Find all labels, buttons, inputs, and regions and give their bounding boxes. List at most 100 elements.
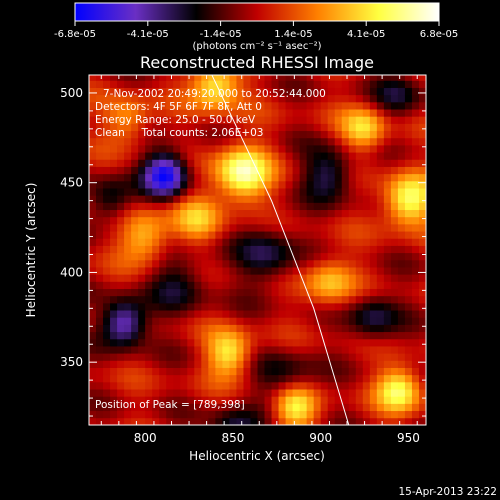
heatmap-cell bbox=[292, 389, 301, 397]
heatmap-cell bbox=[236, 259, 244, 268]
heatmap-cell bbox=[271, 166, 279, 175]
heatmap-cell bbox=[222, 145, 230, 153]
heatmap-cell bbox=[166, 231, 174, 239]
heatmap-cell bbox=[159, 223, 167, 232]
heatmap-cell bbox=[89, 152, 97, 160]
heatmap-cell bbox=[180, 288, 188, 297]
heatmap-cell bbox=[173, 94, 181, 103]
heatmap-cell bbox=[334, 202, 343, 211]
heatmap-cell bbox=[166, 75, 174, 81]
heatmap-cell bbox=[299, 245, 308, 254]
heatmap-cell bbox=[194, 195, 202, 203]
heatmap-cell bbox=[222, 317, 230, 325]
heatmap-cell bbox=[96, 317, 104, 325]
heatmap-cell bbox=[117, 353, 125, 361]
heatmap-cell bbox=[306, 123, 315, 132]
heatmap-cell bbox=[201, 410, 209, 419]
heatmap-cell bbox=[383, 274, 392, 282]
heatmap-cell bbox=[117, 396, 125, 404]
heatmap-cell bbox=[96, 101, 104, 110]
heatmap-cell bbox=[236, 152, 244, 160]
heatmap-cell bbox=[173, 245, 181, 254]
heatmap-cell bbox=[264, 302, 272, 311]
heatmap-cell bbox=[390, 130, 399, 139]
heatmap-cell bbox=[138, 87, 146, 96]
heatmap-cell bbox=[299, 101, 308, 110]
heatmap-cell bbox=[362, 245, 371, 254]
heatmap-cell bbox=[194, 324, 202, 333]
heatmap-cell bbox=[145, 381, 153, 390]
heatmap-cell bbox=[334, 116, 343, 124]
heatmap-cell bbox=[355, 238, 364, 246]
heatmap-cell bbox=[397, 389, 406, 397]
heatmap-cell bbox=[96, 94, 104, 103]
heatmap-cell bbox=[418, 281, 426, 289]
heatmap-cell bbox=[152, 410, 160, 419]
heatmap-cell bbox=[299, 331, 308, 340]
heatmap-cell bbox=[250, 252, 258, 261]
heatmap-cell bbox=[418, 145, 426, 153]
heatmap-cell bbox=[187, 75, 195, 81]
heatmap-cell bbox=[152, 152, 160, 160]
heatmap-cell bbox=[152, 173, 160, 182]
heatmap-cell bbox=[110, 374, 118, 383]
heatmap-cell bbox=[390, 238, 399, 246]
heatmap-cell bbox=[355, 152, 364, 160]
heatmap-cell bbox=[383, 137, 392, 146]
heatmap-cell bbox=[89, 346, 97, 354]
heatmap-cell bbox=[138, 317, 146, 325]
heatmap-cell bbox=[376, 245, 385, 254]
heatmap-cell bbox=[201, 195, 209, 203]
heatmap-cell bbox=[313, 75, 322, 81]
heatmap-cell bbox=[320, 195, 329, 203]
heatmap-cell bbox=[397, 101, 406, 110]
y-tick-label: 450 bbox=[60, 176, 83, 190]
heatmap-cell bbox=[369, 159, 378, 167]
heatmap-cell bbox=[390, 87, 399, 96]
heatmap-cell bbox=[131, 281, 139, 289]
heatmap-cell bbox=[292, 202, 301, 211]
heatmap-cell bbox=[236, 109, 244, 117]
heatmap-cell bbox=[285, 166, 293, 175]
heatmap-cell bbox=[334, 310, 343, 318]
heatmap-cell bbox=[278, 75, 286, 81]
heatmap-cell bbox=[264, 209, 272, 218]
heatmap-cell bbox=[306, 346, 315, 354]
heatmap-cell bbox=[124, 288, 132, 297]
heatmap-cell bbox=[229, 245, 237, 254]
heatmap-cell bbox=[215, 346, 223, 354]
heatmap-cell bbox=[376, 410, 385, 419]
heatmap-cell bbox=[418, 288, 426, 297]
heatmap-cell bbox=[397, 353, 406, 361]
heatmap-cell bbox=[159, 302, 167, 311]
heatmap-cell bbox=[110, 381, 118, 390]
heatmap-cell bbox=[320, 267, 329, 275]
heatmap-cell bbox=[208, 295, 216, 304]
heatmap-cell bbox=[229, 338, 237, 347]
heatmap-cell bbox=[96, 202, 104, 211]
heatmap-cell bbox=[404, 109, 413, 117]
heatmap-cell bbox=[145, 295, 153, 304]
heatmap-cell bbox=[208, 245, 216, 254]
heatmap-cell bbox=[180, 410, 188, 419]
heatmap-cell bbox=[257, 331, 265, 340]
heatmap-cell bbox=[327, 389, 336, 397]
heatmap-cell bbox=[257, 252, 265, 261]
heatmap-cell bbox=[250, 166, 258, 175]
heatmap-cell bbox=[320, 202, 329, 211]
heatmap-cell bbox=[250, 302, 258, 311]
heatmap-cell bbox=[418, 245, 426, 254]
heatmap-cell bbox=[222, 180, 230, 189]
heatmap-cell bbox=[348, 274, 357, 282]
heatmap-cell bbox=[117, 417, 125, 425]
heatmap-cell bbox=[264, 180, 272, 189]
heatmap-cell bbox=[397, 346, 406, 354]
heatmap-cell bbox=[327, 188, 336, 196]
heatmap-cell bbox=[341, 123, 350, 132]
heatmap-cell bbox=[243, 101, 251, 110]
heatmap-cell bbox=[376, 367, 385, 376]
heatmap-cell bbox=[278, 381, 286, 390]
heatmap-cell bbox=[208, 274, 216, 282]
heatmap-cell bbox=[145, 145, 153, 153]
heatmap-cell bbox=[152, 389, 160, 397]
